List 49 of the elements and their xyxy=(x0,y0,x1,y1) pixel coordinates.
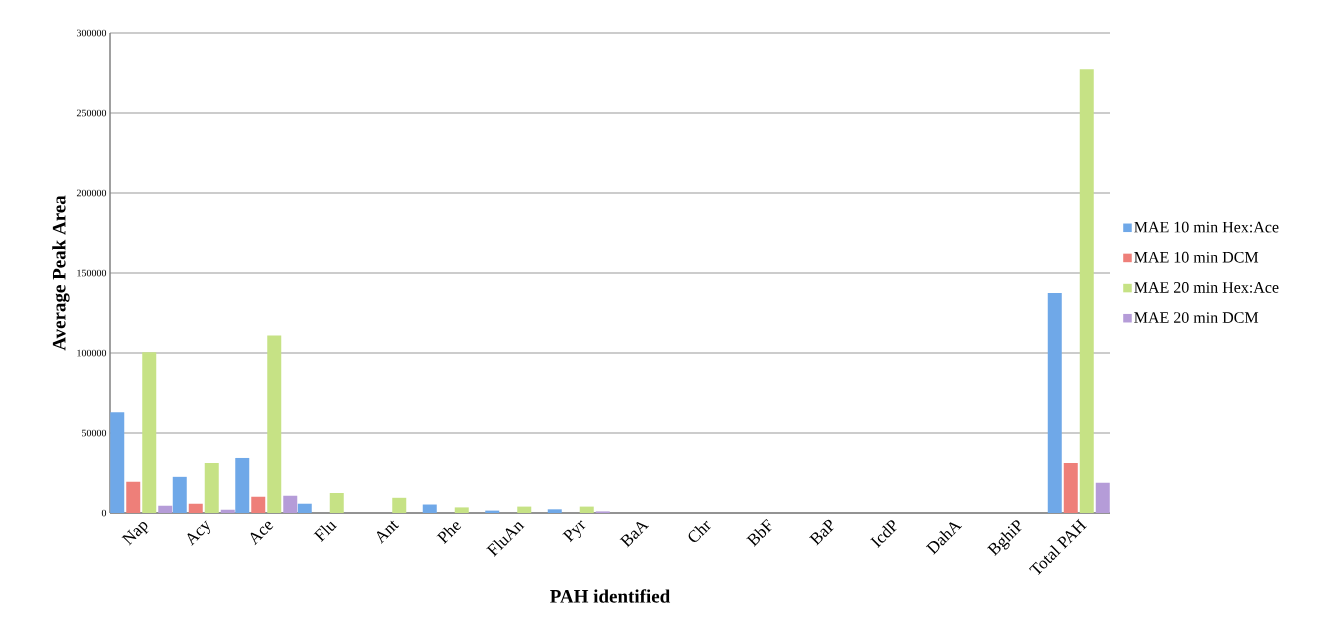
x-tick-label: Flu xyxy=(313,521,337,542)
x-tick-label: Ant xyxy=(376,520,399,544)
bar xyxy=(251,496,266,513)
x-tick-label: Acy xyxy=(187,520,211,546)
y-tick-label: 0 xyxy=(101,509,107,517)
y-tick-label: 100000 xyxy=(77,349,107,357)
bar xyxy=(235,457,250,513)
y-axis-title: Average Peak Area xyxy=(52,195,70,351)
x-tick-label: BaA xyxy=(619,521,650,548)
bar xyxy=(329,493,344,513)
bar xyxy=(188,503,203,513)
bar xyxy=(422,504,437,513)
x-tick-label: BbF xyxy=(746,518,772,547)
bar xyxy=(110,412,125,513)
legend-label: MAE 10 min Hex:Ace xyxy=(1134,221,1279,233)
y-tick-label: 200000 xyxy=(76,189,107,197)
bar xyxy=(1079,69,1094,513)
bar xyxy=(158,505,173,513)
y-tick-label: 300000 xyxy=(76,29,107,37)
bar xyxy=(1063,463,1078,513)
x-tick-label: IcdP xyxy=(870,520,897,548)
bar xyxy=(517,506,532,513)
bar xyxy=(1047,293,1062,513)
x-tick-label: Nap xyxy=(121,521,149,546)
y-tick-label: 150000 xyxy=(77,269,107,277)
bar xyxy=(204,462,219,513)
bar xyxy=(220,509,235,513)
bar xyxy=(1095,482,1110,513)
bar xyxy=(297,503,312,513)
bar xyxy=(283,495,298,513)
bar xyxy=(267,335,282,513)
x-tick-label: Ace xyxy=(250,521,274,546)
bar xyxy=(172,476,187,513)
x-axis-title: PAH identified xyxy=(550,589,671,603)
x-tick-label: Chr xyxy=(688,520,711,542)
legend-label: MAE 20 min Hex:Ace xyxy=(1134,282,1279,293)
bar xyxy=(126,481,141,513)
y-tick-label: 50000 xyxy=(82,429,107,437)
legend-label: MAE 10 min DCM xyxy=(1134,251,1259,263)
y-tick-label: 250000 xyxy=(76,109,107,117)
legend-label: MAE 20 min DCM xyxy=(1134,312,1259,323)
bar xyxy=(454,507,469,513)
bar xyxy=(392,497,407,513)
bar xyxy=(579,506,594,513)
x-tick-label: Phe xyxy=(436,522,462,544)
x-tick-label: BaP xyxy=(809,519,834,546)
x-tick-label: Pyr xyxy=(562,520,586,543)
bar xyxy=(547,509,562,513)
bar xyxy=(142,352,157,513)
